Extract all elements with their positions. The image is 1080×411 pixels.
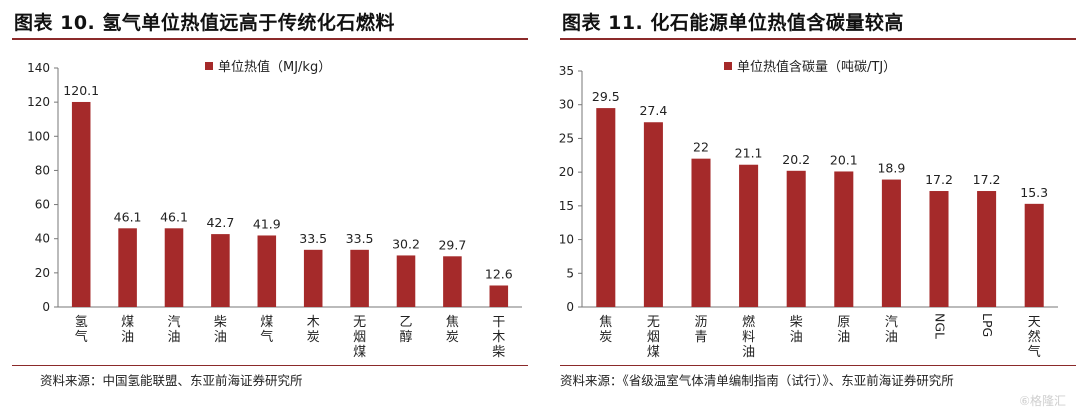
data-label: 12.6 bbox=[485, 266, 513, 281]
data-label: 33.5 bbox=[346, 231, 374, 246]
title-rule bbox=[12, 38, 528, 40]
y-tick-label: 10 bbox=[559, 233, 574, 247]
bar bbox=[350, 249, 369, 307]
y-tick-label: 40 bbox=[35, 232, 50, 246]
x-tick-label: 燃料油 bbox=[742, 314, 755, 360]
bar bbox=[977, 191, 997, 307]
bar bbox=[786, 170, 806, 307]
data-label: 20.1 bbox=[830, 152, 858, 167]
data-label: 29.5 bbox=[592, 89, 620, 104]
x-tick-label: 沥青 bbox=[694, 315, 707, 345]
source-rule bbox=[560, 365, 1076, 366]
y-tick-label: 15 bbox=[559, 199, 574, 213]
source-note: 资料来源：《省级温室气体清单编制指南（试行）》、东亚前海证券研究所 bbox=[560, 373, 954, 388]
bar bbox=[257, 235, 277, 307]
figure-title: 图表 10. 氢气单位热值远高于传统化石燃料 bbox=[14, 12, 395, 34]
bar bbox=[443, 256, 462, 307]
bar bbox=[396, 255, 416, 307]
x-tick-label: 原油 bbox=[837, 315, 850, 345]
x-tick-label: 煤气 bbox=[260, 315, 273, 345]
x-tick-label: 焦炭 bbox=[446, 315, 459, 345]
data-label: 18.9 bbox=[877, 161, 905, 176]
bar bbox=[118, 228, 137, 307]
source-rule bbox=[12, 365, 528, 366]
data-label: 46.1 bbox=[114, 209, 142, 224]
y-tick-label: 100 bbox=[27, 129, 50, 143]
y-tick-label: 30 bbox=[559, 98, 574, 112]
bar bbox=[643, 122, 663, 307]
y-tick-label: 35 bbox=[559, 64, 574, 78]
data-label: 120.1 bbox=[63, 83, 99, 98]
bar bbox=[211, 234, 230, 307]
data-label: 33.5 bbox=[299, 231, 327, 246]
source-note: 资料来源：中国氢能联盟、东亚前海证券研究所 bbox=[40, 373, 303, 388]
data-label: 22 bbox=[693, 140, 709, 155]
x-tick-label: NGL bbox=[933, 313, 948, 339]
figure-panel-right: 图表 11. 化石能源单位热值含碳量较高 单位热值含碳量（吨碳/TJ） 0 5 10… bbox=[548, 0, 1080, 411]
data-label: 42.7 bbox=[206, 215, 234, 230]
y-tick-label: 60 bbox=[35, 198, 50, 212]
x-tick-label: 干木柴 bbox=[492, 315, 505, 360]
bar bbox=[929, 191, 949, 307]
figure-panel-left: 图表 10. 氢气单位热值远高于传统化石燃料 单位热值（MJ/kg） 0 20 40… bbox=[0, 0, 532, 411]
data-label: 27.4 bbox=[639, 103, 667, 118]
y-tick-label: 140 bbox=[27, 61, 50, 75]
y-tick-label: 80 bbox=[35, 163, 50, 177]
y-tick-label: 120 bbox=[27, 95, 50, 109]
y-tick-label: 20 bbox=[35, 266, 50, 280]
x-tick-label: 柴油 bbox=[790, 315, 803, 345]
data-label: 15.3 bbox=[1020, 185, 1048, 200]
x-tick-label: 柴油 bbox=[214, 315, 227, 345]
data-label: 21.1 bbox=[735, 146, 763, 161]
x-tick-label: 煤油 bbox=[121, 315, 134, 345]
legend: 单位热值（MJ/kg） bbox=[205, 56, 331, 75]
y-tick-label: 5 bbox=[566, 266, 574, 280]
data-label: 17.2 bbox=[925, 172, 953, 187]
figure-title: 图表 11. 化石能源单位热值含碳量较高 bbox=[562, 12, 904, 34]
x-tick-label: LPG bbox=[980, 313, 995, 337]
bar bbox=[489, 285, 509, 307]
x-tick-label: 汽油 bbox=[885, 315, 898, 345]
x-tick-label: 乙醇 bbox=[399, 315, 412, 345]
legend-label: 单位热值含碳量（吨碳/TJ） bbox=[737, 60, 897, 75]
y-tick-label: 25 bbox=[559, 131, 574, 145]
title-rule bbox=[560, 38, 1076, 40]
bar bbox=[834, 171, 854, 307]
data-label: 41.9 bbox=[253, 216, 281, 231]
data-label: 20.2 bbox=[782, 152, 810, 167]
x-tick-label: 无烟煤 bbox=[353, 315, 366, 360]
y-tick-label: 20 bbox=[559, 165, 574, 179]
data-label: 17.2 bbox=[973, 172, 1001, 187]
x-tick-label: 汽油 bbox=[167, 315, 180, 345]
x-tick-label: 木炭 bbox=[307, 315, 320, 345]
bar bbox=[691, 158, 711, 307]
bar bbox=[71, 101, 91, 307]
y-tick-label: 0 bbox=[42, 300, 50, 314]
data-label: 29.7 bbox=[438, 237, 466, 252]
bar-chart-carbon-content: 0 5 10 15 20 25 30 35 29.5 焦炭 27.4 无烟煤 22 沥青 21.1 燃料油 20… bbox=[559, 64, 1058, 360]
bar bbox=[164, 228, 184, 307]
legend-swatch bbox=[205, 62, 213, 70]
bar bbox=[1024, 203, 1044, 307]
bar bbox=[596, 108, 616, 307]
watermark-logo: ⑥格隆汇 bbox=[1019, 394, 1066, 408]
data-label: 30.2 bbox=[392, 236, 420, 251]
legend-swatch bbox=[724, 62, 732, 70]
legend: 单位热值含碳量（吨碳/TJ） bbox=[724, 56, 896, 75]
bar-chart-heat-value: 0 20 40 60 80 100 120 140 120.1 氢气 46.1 煤油 46.1 汽油 42.… bbox=[27, 61, 522, 360]
bar bbox=[303, 249, 323, 307]
bar bbox=[739, 164, 759, 307]
x-tick-label: 无烟煤 bbox=[647, 315, 660, 360]
data-label: 46.1 bbox=[160, 209, 188, 224]
bar bbox=[881, 179, 901, 307]
y-tick-label: 0 bbox=[566, 300, 574, 314]
x-tick-label: 天然气 bbox=[1028, 315, 1041, 360]
legend-label: 单位热值（MJ/kg） bbox=[218, 60, 332, 75]
x-tick-label: 氢气 bbox=[75, 315, 88, 345]
x-tick-label: 焦炭 bbox=[599, 315, 612, 345]
